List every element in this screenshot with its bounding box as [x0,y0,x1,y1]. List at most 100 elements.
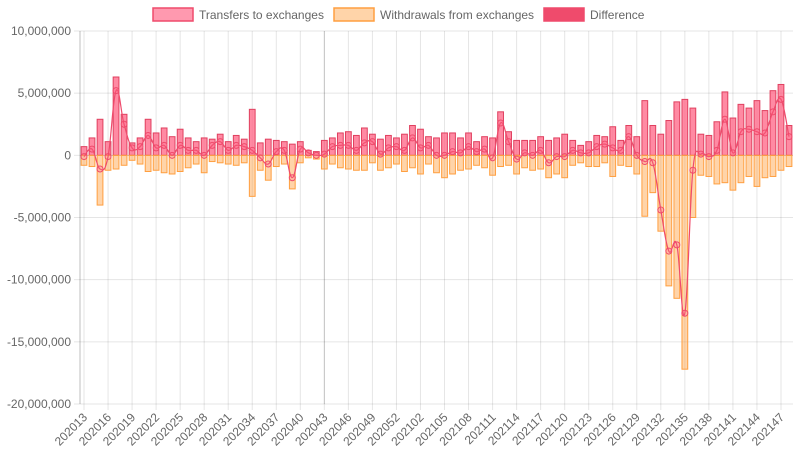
withdrawals-bar[interactable] [320,154,328,170]
difference-point[interactable] [713,146,721,154]
difference-point[interactable] [497,119,505,127]
withdrawals-bar[interactable] [417,154,424,175]
difference-point[interactable] [721,115,729,123]
difference-point[interactable] [176,141,184,149]
withdrawals-bar[interactable] [729,154,737,191]
legend-item-withdrawals[interactable]: Withdrawals from exchanges [333,7,534,22]
withdrawals-bar[interactable] [144,154,152,172]
difference-point[interactable] [529,151,537,159]
withdrawals-bar[interactable] [256,154,264,171]
difference-point[interactable] [537,146,545,154]
difference-point[interactable] [441,151,449,159]
difference-point[interactable] [681,309,689,317]
withdrawals-bar[interactable] [681,154,689,370]
difference-point[interactable] [665,247,673,255]
difference-point[interactable] [481,145,489,153]
transfers-bar[interactable] [288,143,296,156]
difference-point[interactable] [745,125,753,133]
withdrawals-bar[interactable] [369,154,376,164]
difference-point[interactable] [416,144,424,152]
withdrawals-bar[interactable] [385,154,392,169]
withdrawals-bar[interactable] [208,154,216,163]
difference-point[interactable] [777,95,785,103]
withdrawals-bar[interactable] [561,154,569,179]
transfers-bar[interactable] [497,111,504,156]
difference-point[interactable] [601,140,609,148]
withdrawals-bar[interactable] [393,154,400,165]
transfers-bar[interactable] [753,100,761,156]
difference-point[interactable] [561,153,569,161]
transfers-bar[interactable] [769,90,777,156]
difference-point[interactable] [304,149,312,157]
difference-point[interactable] [737,128,745,136]
difference-point[interactable] [240,143,248,151]
difference-point[interactable] [232,141,240,149]
withdrawals-bar[interactable] [745,154,753,177]
difference-point[interactable] [184,146,192,154]
legend-item-transfers[interactable]: Transfers to exchanges [152,7,324,22]
withdrawals-bar[interactable] [641,154,649,217]
withdrawals-bar[interactable] [272,154,280,168]
withdrawals-bar[interactable] [401,154,408,172]
difference-point[interactable] [489,154,497,162]
difference-point[interactable] [585,149,593,157]
difference-point[interactable] [457,149,465,157]
difference-point[interactable] [761,129,769,137]
difference-point[interactable] [352,146,360,154]
difference-point[interactable] [120,120,128,128]
withdrawals-bar[interactable] [545,154,553,179]
difference-point[interactable] [80,153,88,161]
difference-point[interactable] [136,143,144,151]
withdrawals-bar[interactable] [304,154,312,159]
difference-point[interactable] [168,151,176,159]
withdrawals-bar[interactable] [617,154,625,166]
difference-point[interactable] [312,151,320,159]
withdrawals-bar[interactable] [344,154,352,170]
difference-point[interactable] [112,87,120,95]
withdrawals-bar[interactable] [673,154,681,299]
difference-point[interactable] [785,133,793,141]
difference-point[interactable] [521,149,529,157]
withdrawals-bar[interactable] [721,154,729,184]
transfers-bar[interactable] [160,127,168,156]
withdrawals-bar[interactable] [737,154,745,184]
difference-point[interactable] [433,151,440,159]
withdrawals-bar[interactable] [777,154,785,171]
difference-point[interactable] [160,141,168,149]
difference-point[interactable] [368,138,376,146]
difference-point[interactable] [192,146,200,154]
difference-point[interactable] [360,139,368,147]
withdrawals-bar[interactable] [697,154,705,176]
difference-point[interactable] [465,143,473,151]
withdrawals-bar[interactable] [513,154,520,175]
difference-point[interactable] [609,144,617,152]
withdrawals-bar[interactable] [264,154,272,181]
transfers-bar[interactable] [256,142,264,156]
withdrawals-bar[interactable] [80,154,88,166]
withdrawals-bar[interactable] [88,154,96,168]
withdrawals-bar[interactable] [328,154,336,165]
withdrawals-bar[interactable] [192,154,200,165]
difference-point[interactable] [657,206,665,214]
transfers-bar[interactable] [120,113,128,156]
transfers-bar[interactable] [649,124,657,156]
transfers-bar[interactable] [513,139,520,156]
transfers-bar[interactable] [264,138,272,156]
withdrawals-bar[interactable] [577,154,585,164]
withdrawals-bar[interactable] [184,154,192,169]
withdrawals-bar[interactable] [136,154,144,165]
transfers-bar[interactable] [689,107,697,156]
withdrawals-bar[interactable] [224,154,232,165]
difference-point[interactable] [705,153,713,161]
withdrawals-bar[interactable] [457,154,464,171]
transfers-bar[interactable] [705,134,713,156]
transfers-bar[interactable] [785,124,793,156]
withdrawals-bar[interactable] [160,154,168,174]
withdrawals-bar[interactable] [232,154,240,166]
difference-point[interactable] [673,241,681,249]
difference-point[interactable] [424,141,432,149]
difference-point[interactable] [320,150,328,158]
transfers-bar[interactable] [561,133,569,156]
difference-point[interactable] [88,145,96,153]
withdrawals-bar[interactable] [377,154,384,171]
